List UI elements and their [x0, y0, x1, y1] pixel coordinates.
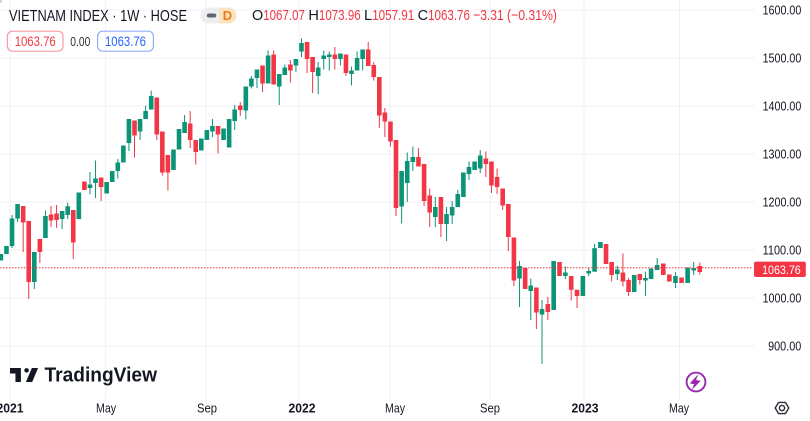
- svg-text:1400.00: 1400.00: [763, 100, 802, 114]
- svg-text:0.00: 0.00: [70, 34, 90, 49]
- svg-text:1500.00: 1500.00: [763, 52, 802, 66]
- svg-text:2023: 2023: [572, 401, 599, 416]
- svg-text:H: H: [308, 7, 319, 24]
- svg-text:2022: 2022: [289, 401, 316, 416]
- svg-text:1300.00: 1300.00: [763, 148, 802, 162]
- svg-text:1100.00: 1100.00: [763, 244, 802, 258]
- svg-text:1600.00: 1600.00: [763, 4, 802, 18]
- svg-text:L: L: [364, 7, 372, 24]
- svg-text:(−0.31%): (−0.31%): [507, 7, 557, 24]
- svg-text:1063.76: 1063.76: [428, 7, 470, 24]
- svg-text:−3.31: −3.31: [473, 7, 504, 24]
- svg-text:May: May: [669, 402, 690, 416]
- svg-text:May: May: [96, 402, 117, 416]
- svg-text:1073.96: 1073.96: [319, 7, 361, 24]
- svg-text:900.00: 900.00: [768, 340, 801, 354]
- svg-text:May: May: [385, 402, 406, 416]
- svg-text:1000.00: 1000.00: [763, 292, 802, 306]
- svg-text:VIETNAM INDEX · 1W · HOSE: VIETNAM INDEX · 1W · HOSE: [9, 8, 187, 25]
- svg-text:1067.07: 1067.07: [263, 7, 305, 24]
- svg-text:D: D: [223, 8, 232, 23]
- svg-text:1057.91: 1057.91: [372, 7, 414, 24]
- svg-text:TradingView: TradingView: [45, 365, 158, 387]
- svg-text:2021: 2021: [0, 401, 24, 416]
- svg-text:Sep: Sep: [197, 402, 217, 416]
- svg-text:1063.76: 1063.76: [762, 263, 801, 277]
- svg-text:O: O: [252, 7, 263, 24]
- svg-text:C: C: [418, 7, 429, 24]
- svg-text:1063.76: 1063.76: [105, 34, 146, 49]
- svg-text:1200.00: 1200.00: [763, 196, 802, 210]
- svg-text:1063.76: 1063.76: [15, 34, 56, 49]
- svg-text:Sep: Sep: [480, 402, 500, 416]
